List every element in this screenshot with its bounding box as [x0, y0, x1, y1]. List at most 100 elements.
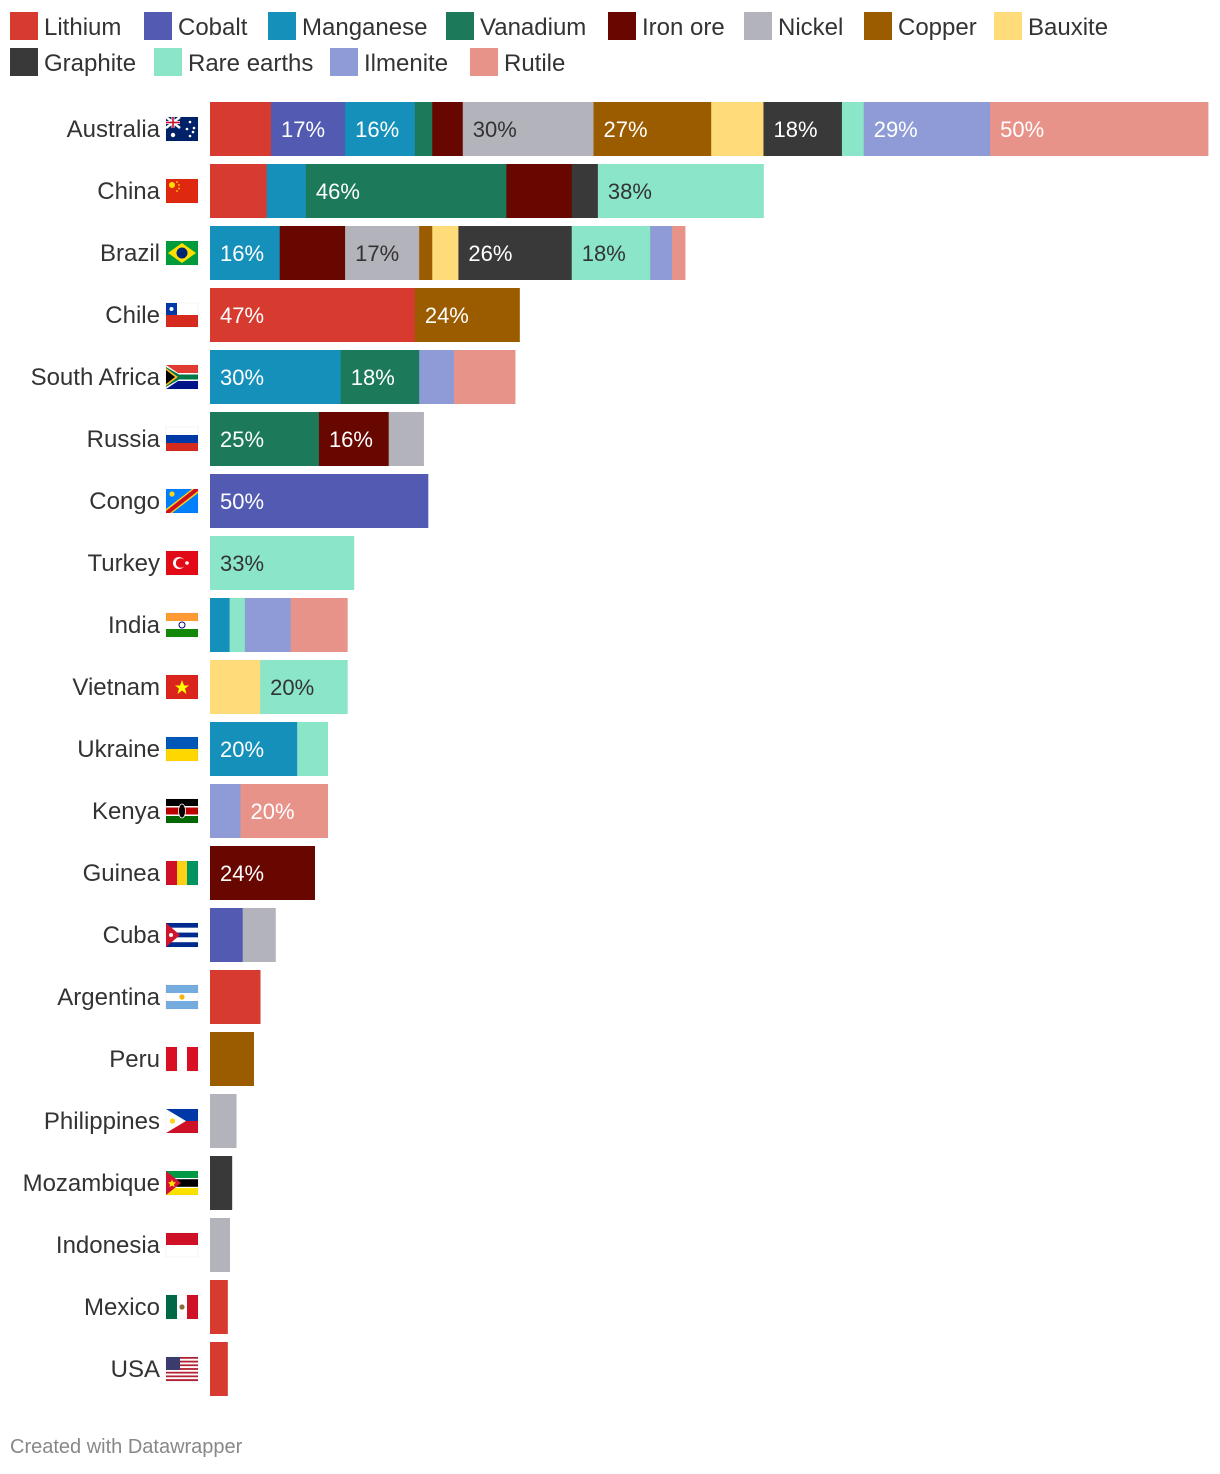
bar-segment-vanadium: [210, 412, 320, 466]
country-label: Vietnam: [72, 674, 160, 701]
bar-segment-bauxite: [711, 102, 764, 156]
bar-value-label: 17%: [355, 241, 399, 266]
bar-segment-ilmenite: [419, 350, 455, 404]
legend-label: Graphite: [44, 50, 136, 77]
bar-value-label: 16%: [355, 117, 399, 142]
bar-segment-iron-ore: [210, 846, 315, 900]
bar-value-label: 24%: [220, 861, 264, 886]
bar-segment-graphite: [571, 164, 599, 218]
bar-segment-rutile: [454, 350, 516, 404]
bar-row-congo: Congo 50%: [89, 474, 429, 528]
bar-row-ukraine: Ukraine 20%: [77, 722, 329, 776]
legend-swatch: [268, 12, 296, 40]
flag-in-icon: [165, 612, 199, 638]
flag-id-icon: [165, 1232, 199, 1258]
bar-value-label: 47%: [220, 303, 264, 328]
bar-segment-bauxite: [210, 660, 261, 714]
legend-label: Nickel: [778, 14, 843, 41]
bar-segment-nickel: [345, 226, 420, 280]
bar-segment-manganese: [210, 722, 298, 776]
flag-tr-icon: [165, 550, 199, 576]
bar-segment-cobalt: [210, 474, 429, 528]
legend-item-manganese: Manganese: [268, 12, 427, 41]
bar-segment-bauxite: [432, 226, 459, 280]
flag-br-icon: [165, 240, 199, 266]
bar-row-cuba: Cuba: [103, 908, 276, 962]
bar-row-kenya: Kenya 20%: [92, 784, 329, 838]
bar-segment-copper: [414, 288, 520, 342]
bar-segment-lithium: [210, 102, 272, 156]
bar-value-label: 20%: [270, 675, 314, 700]
legend-swatch: [470, 48, 498, 76]
bar-value-label: 24%: [425, 303, 469, 328]
flag-ke-icon: [165, 798, 199, 824]
bar-value-label: 29%: [874, 117, 918, 142]
bar-value-label: 46%: [316, 179, 360, 204]
legend-item-rutile: Rutile: [470, 48, 565, 77]
country-label: Mexico: [84, 1294, 160, 1321]
country-label: Russia: [87, 426, 161, 453]
bar-segment-vanadium: [340, 350, 420, 404]
bar-row-turkey: Turkey 33%: [88, 536, 355, 590]
bar-value-label: 26%: [468, 241, 512, 266]
flag-cu-icon: [165, 922, 199, 948]
flag-ru-icon: [165, 426, 199, 452]
country-label: Chile: [105, 302, 160, 329]
flag-cl-icon: [165, 302, 199, 328]
country-label: Cuba: [103, 922, 161, 949]
legend-swatch: [330, 48, 358, 76]
bar-value-label: 18%: [582, 241, 626, 266]
country-label: Mozambique: [23, 1170, 160, 1197]
bar-row-peru: Peru: [109, 1032, 254, 1086]
bar-segment-iron-ore: [279, 226, 346, 280]
bar-segment-rare-earths: [841, 102, 865, 156]
flag-mx-icon: [165, 1294, 199, 1320]
bar-segment-manganese: [210, 598, 231, 652]
legend-label: Bauxite: [1028, 14, 1108, 41]
bar-segment-lithium: [210, 164, 268, 218]
legend-item-iron-ore: Iron ore: [608, 12, 725, 41]
bar-segment-iron-ore: [506, 164, 573, 218]
legend-item-cobalt: Cobalt: [144, 12, 248, 41]
bar-value-label: 18%: [773, 117, 817, 142]
country-label: South Africa: [31, 364, 161, 391]
bar-value-label: 27%: [604, 117, 648, 142]
flag-vn-icon: [165, 674, 199, 700]
bar-segment-nickel: [242, 908, 276, 962]
bar-value-label: 16%: [220, 241, 264, 266]
bar-segment-ilmenite: [244, 598, 292, 652]
legend-label: Manganese: [302, 14, 427, 41]
flag-cn-icon: [165, 178, 199, 204]
bar-segment-rare-earths: [597, 164, 764, 218]
legend-item-rare-earths: Rare earths: [154, 48, 313, 77]
legend-swatch: [864, 12, 892, 40]
flag-ph-icon: [165, 1108, 199, 1134]
bar-value-label: 30%: [220, 365, 264, 390]
bar-row-china: China 46% 38%: [97, 164, 764, 218]
bar-segment-lithium: [210, 1342, 228, 1396]
legend-item-nickel: Nickel: [744, 12, 843, 41]
flag-ar-icon: [165, 984, 199, 1010]
bar-segment-manganese: [210, 350, 342, 404]
bar-value-label: 20%: [251, 799, 295, 824]
bar-segment-rare-earths: [571, 226, 651, 280]
bar-value-label: 17%: [281, 117, 325, 142]
country-label: Philippines: [44, 1108, 160, 1135]
bar-segment-lithium: [210, 1280, 228, 1334]
flag-us-icon: [165, 1356, 199, 1382]
bar-value-label: 16%: [329, 427, 373, 452]
bar-segment-rare-earths: [229, 598, 246, 652]
bar-row-india: India: [108, 598, 348, 652]
bar-segment-nickel: [210, 1094, 237, 1148]
legend-label: Copper: [898, 14, 977, 41]
legend-item-copper: Copper: [864, 12, 977, 41]
bar-row-philippines: Philippines: [44, 1094, 237, 1148]
bar-segment-graphite: [210, 1156, 233, 1210]
bar-segment-vanadium: [305, 164, 507, 218]
country-label: Guinea: [83, 860, 161, 887]
bar-row-guinea: Guinea 24%: [83, 846, 315, 900]
legend-label: Rare earths: [188, 50, 313, 77]
bar-segment-rare-earths: [260, 660, 348, 714]
flag-ua-icon: [165, 736, 199, 762]
legend-item-ilmenite: Ilmenite: [330, 48, 448, 77]
